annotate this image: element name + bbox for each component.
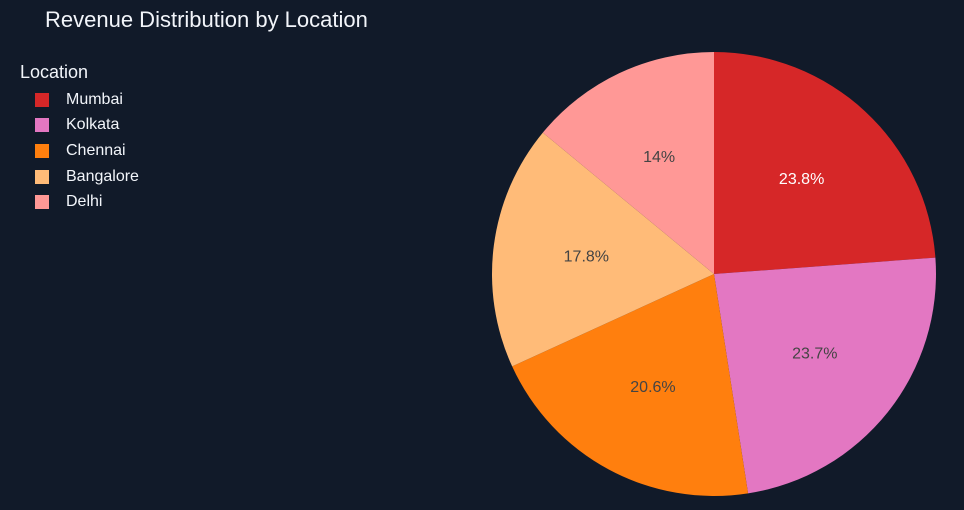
legend-label: Mumbai xyxy=(66,90,123,108)
legend-title: Location xyxy=(20,62,89,82)
legend-swatch xyxy=(35,143,49,158)
legend-item-bangalore[interactable]: Bangalore xyxy=(20,164,139,190)
legend: Location Mumbai Kolkata Chennai Bangalore De… xyxy=(20,62,139,215)
legend-item-mumbai[interactable]: Mumbai xyxy=(20,87,139,113)
slice-label-kolkata: 23.7% xyxy=(792,346,837,363)
pie-slice-kolkata[interactable] xyxy=(714,257,936,494)
slice-label-bangalore: 17.8% xyxy=(564,249,609,266)
slice-label-mumbai: 23.8% xyxy=(779,171,824,188)
pie-slice-mumbai[interactable] xyxy=(714,52,936,274)
legend-label: Bangalore xyxy=(66,167,139,185)
pie-slice-delhi[interactable] xyxy=(542,51,714,274)
legend-label: Chennai xyxy=(66,141,126,159)
legend-swatch xyxy=(35,118,49,133)
legend-label: Kolkata xyxy=(66,116,120,134)
legend-item-kolkata[interactable]: Kolkata xyxy=(20,113,139,139)
legend-swatch xyxy=(35,92,49,107)
chart-title: Revenue Distribution by Location xyxy=(45,7,368,32)
legend-label: Delhi xyxy=(66,193,103,211)
legend-item-chennai[interactable]: Chennai xyxy=(20,138,139,164)
slice-label-delhi: 14% xyxy=(643,149,675,166)
legend-swatch xyxy=(35,169,49,184)
pie-slice-bangalore[interactable] xyxy=(491,132,714,367)
legend-swatch xyxy=(35,195,49,210)
pie-slice-chennai[interactable] xyxy=(512,274,749,497)
slice-label-chennai: 20.6% xyxy=(630,379,675,396)
legend-item-delhi[interactable]: Delhi xyxy=(20,189,139,215)
